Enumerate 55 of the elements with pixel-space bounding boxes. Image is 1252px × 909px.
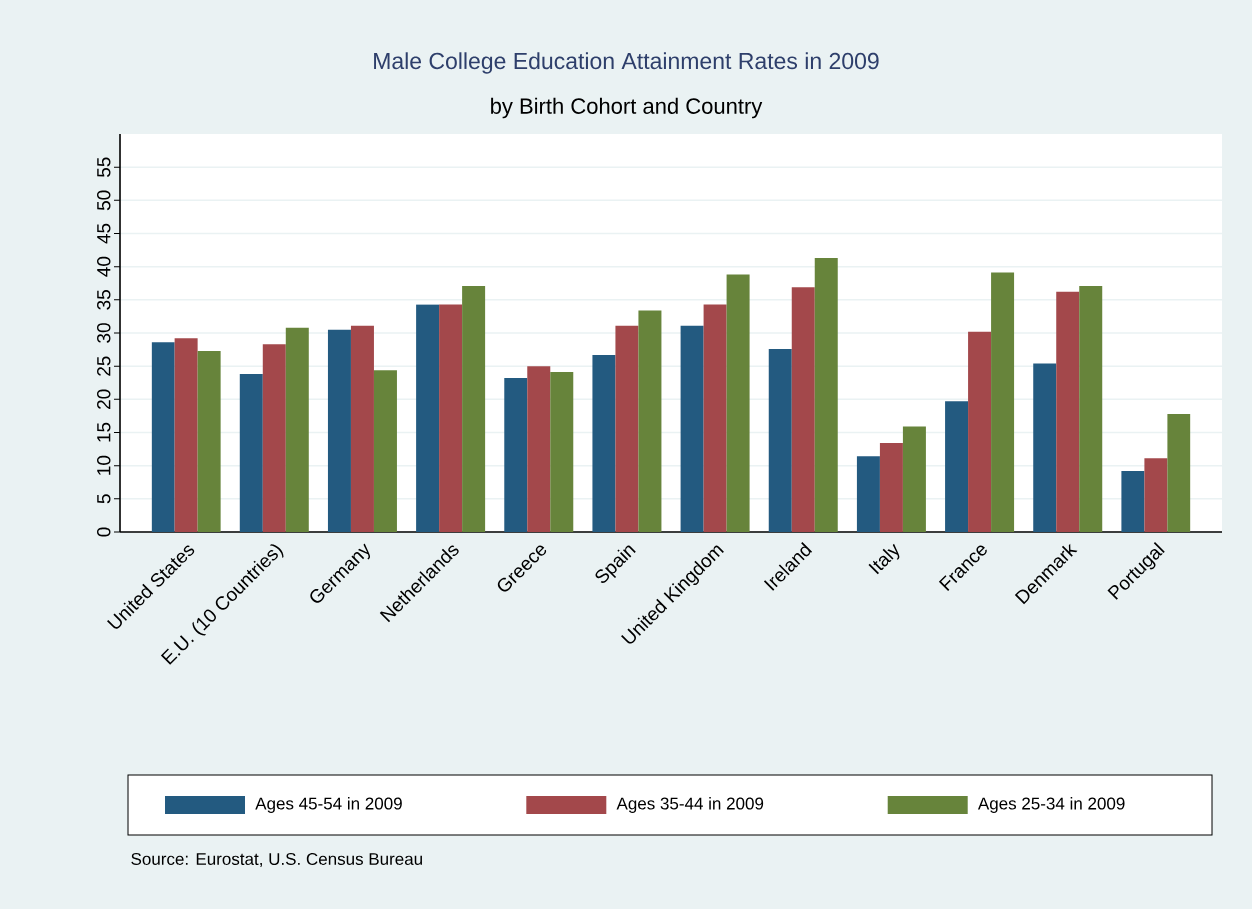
bar	[968, 331, 992, 532]
bar	[439, 304, 463, 532]
bar	[1056, 291, 1080, 532]
bar	[239, 374, 263, 532]
bar	[151, 342, 175, 532]
bar	[327, 329, 351, 532]
bar	[791, 287, 815, 532]
bar	[592, 354, 616, 532]
bar	[638, 310, 662, 532]
chart-title: Male College Education Attainment Rates in 2009	[374, 52, 879, 74]
bar	[902, 426, 926, 532]
bar	[550, 372, 574, 532]
bar	[1033, 363, 1057, 532]
bar	[726, 274, 750, 532]
bar	[703, 304, 727, 532]
y-tick-label: 10	[97, 455, 111, 475]
legend-label: Ages 45-54 in 2009	[255, 797, 402, 813]
y-tick-label: 15	[97, 422, 111, 442]
bar	[1079, 285, 1103, 532]
bar	[1144, 458, 1168, 532]
chart-subtitle: by Birth Cohort and Country	[491, 97, 763, 119]
legend-label: Ages 25-34 in 2009	[977, 797, 1125, 813]
legend-label: Ages 35-44 in 2009	[616, 797, 764, 813]
bar	[373, 370, 397, 532]
bar	[462, 285, 486, 532]
x-tick-label: Italy	[868, 543, 900, 575]
bar	[879, 443, 903, 532]
bar	[945, 401, 969, 532]
bar	[991, 272, 1015, 532]
bar	[1167, 413, 1191, 532]
y-tick-label: 45	[97, 223, 111, 244]
y-tick-label: 40	[97, 256, 111, 277]
bar	[174, 338, 198, 532]
bar	[285, 327, 309, 532]
bar	[615, 325, 639, 532]
bar	[504, 378, 528, 532]
bar	[350, 325, 374, 532]
bar	[1121, 470, 1145, 532]
bar	[262, 344, 286, 532]
y-tick-label: 25	[97, 356, 111, 376]
y-tick-label: 5	[97, 494, 111, 504]
bar	[680, 325, 704, 532]
bar	[768, 348, 792, 532]
y-tick-label: 30	[97, 323, 111, 343]
bar	[856, 456, 880, 532]
source-note: Source: Eurostat, U.S. Census Bureau	[131, 852, 422, 868]
y-tick-label: 50	[97, 190, 111, 211]
y-tick-label: 35	[97, 290, 111, 310]
y-tick-label: 0	[97, 527, 111, 537]
bar	[527, 366, 551, 532]
y-tick-label: 20	[97, 389, 111, 409]
y-tick-label: 55	[97, 157, 111, 177]
bar	[814, 258, 838, 532]
bar	[197, 350, 221, 532]
bar	[416, 304, 440, 532]
